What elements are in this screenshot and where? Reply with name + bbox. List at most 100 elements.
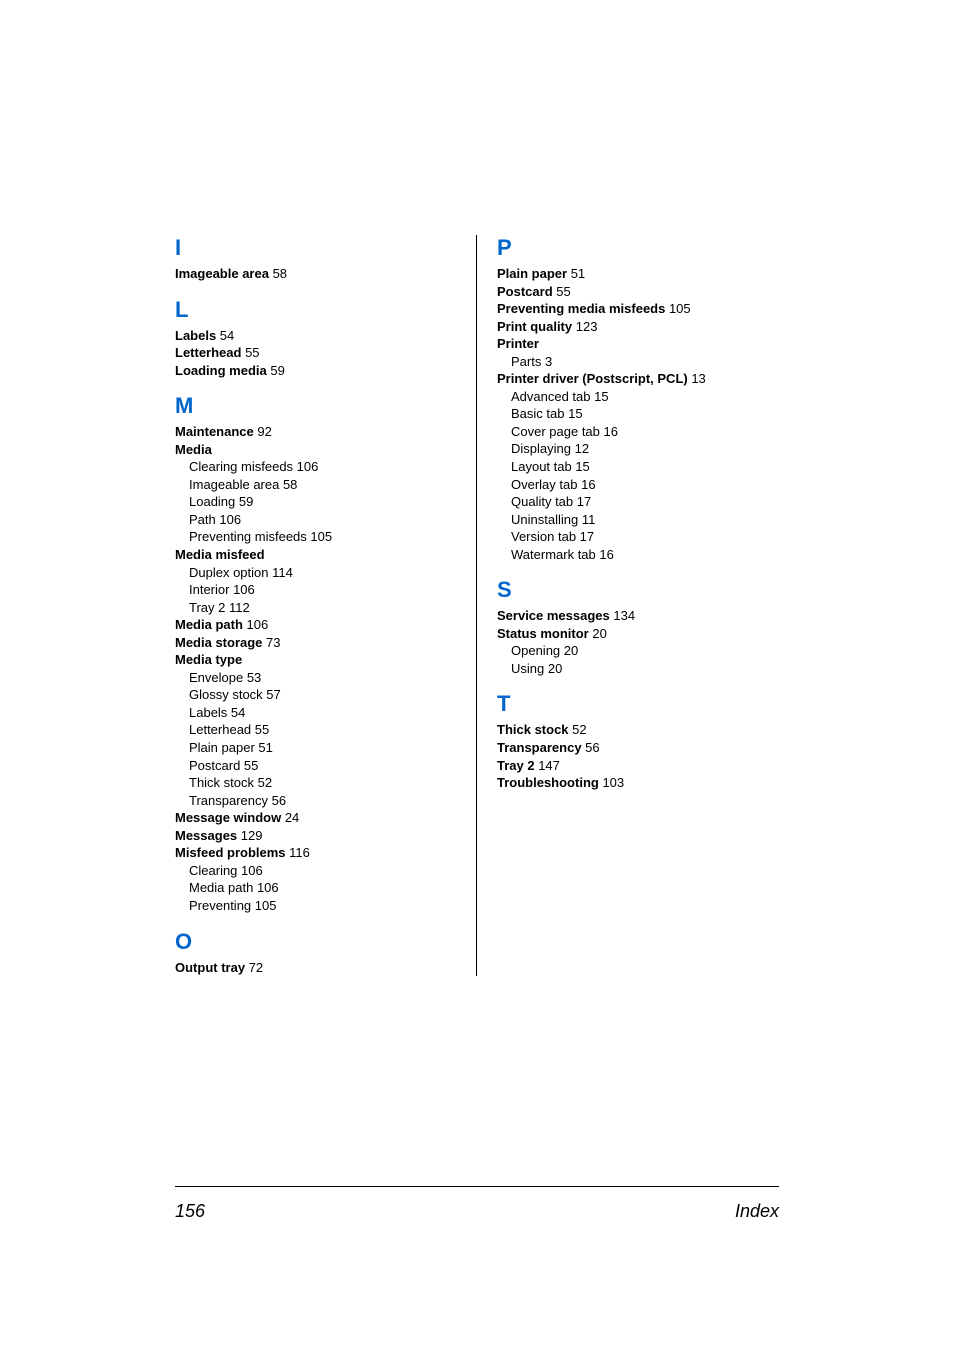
index-entry-term: Postcard [497,284,553,299]
index-entry: Tray 2 147 [497,757,779,775]
index-subentry-page: 51 [255,740,273,755]
index-subentry-term: Preventing [189,898,251,913]
page-label: Index [735,1201,779,1222]
index-subentry-page: 53 [243,670,261,685]
index-subentry: Interior 106 [175,581,456,599]
page-footer: 156 Index [175,1187,779,1222]
index-letter-t: T [497,691,779,717]
index-entry: Media misfeed [175,546,456,564]
index-subentry: Transparency 56 [175,792,456,810]
index-entry-page: 73 [262,635,280,650]
index-entry: Postcard 55 [497,283,779,301]
index-entry-page: 55 [553,284,571,299]
index-subentry-page: 20 [544,661,562,676]
index-subentry-page: 17 [573,494,591,509]
index-subentry-page: 57 [263,687,281,702]
index-entry-page: 103 [599,775,624,790]
index-subentry: Uninstalling 11 [497,511,779,529]
index-subentry: Version tab 17 [497,528,779,546]
index-entry-term: Troubleshooting [497,775,599,790]
index-entry: Printer driver (Postscript, PCL) 13 [497,370,779,388]
index-subentry-term: Loading [189,494,235,509]
index-entry: Message window 24 [175,809,456,827]
index-subentry: Basic tab 15 [497,405,779,423]
index-entry-page: 58 [269,266,287,281]
index-entry-page: 59 [267,363,285,378]
index-entry: Imageable area 58 [175,265,456,283]
index-entry-term: Message window [175,810,281,825]
index-subentry-term: Clearing [189,863,237,878]
index-subentry-term: Preventing misfeeds [189,529,307,544]
index-subentry: Using 20 [497,660,779,678]
index-subentry-page: 55 [240,758,258,773]
index-entry-page: 13 [688,371,706,386]
index-subentry: Watermark tab 16 [497,546,779,564]
index-subentry: Path 106 [175,511,456,529]
index-subentry-page: 106 [253,880,278,895]
index-letter-o: O [175,929,456,955]
index-subentry-term: Plain paper [189,740,255,755]
index-entry-term: Preventing media misfeeds [497,301,665,316]
index-entry: Status monitor 20 [497,625,779,643]
index-subentry-term: Imageable area [189,477,279,492]
index-entry-page: 129 [237,828,262,843]
index-entry: Transparency 56 [497,739,779,757]
index-subentry: Preventing 105 [175,897,456,915]
index-entry: Messages 129 [175,827,456,845]
index-column-left: IImageable area 58LLabels 54Letterhead 5… [175,235,477,976]
index-subentry-term: Advanced tab [511,389,591,404]
index-entry-term: Status monitor [497,626,589,641]
index-subentry-term: Interior [189,582,229,597]
index-subentry: Overlay tab 16 [497,476,779,494]
index-subentry: Clearing misfeeds 106 [175,458,456,476]
index-subentry: Letterhead 55 [175,721,456,739]
index-entry-term: Media path [175,617,243,632]
index-subentry-term: Labels [189,705,227,720]
index-letter-l: L [175,297,456,323]
index-subentry-term: Parts [511,354,541,369]
index-entry-term: Letterhead [175,345,241,360]
index-subentry-page: 15 [591,389,609,404]
index-entry: Media path 106 [175,616,456,634]
index-subentry: Loading 59 [175,493,456,511]
page-number: 156 [175,1201,205,1222]
index-entry: Media type [175,651,456,669]
index-subentry-term: Envelope [189,670,243,685]
index-subentry-term: Thick stock [189,775,254,790]
index-entry-term: Media storage [175,635,262,650]
index-subentry: Imageable area 58 [175,476,456,494]
index-entry-term: Misfeed problems [175,845,286,860]
index-subentry-page: 16 [577,477,595,492]
index-subentry-term: Clearing misfeeds [189,459,293,474]
index-subentry-term: Opening [511,643,560,658]
index-entry-term: Imageable area [175,266,269,281]
index-subentry-term: Transparency [189,793,268,808]
index-entry: Loading media 59 [175,362,456,380]
index-subentry-term: Postcard [189,758,240,773]
index-entry-term: Thick stock [497,722,569,737]
index-subentry-term: Watermark tab [511,547,596,562]
index-entry-term: Service messages [497,608,610,623]
index-subentry: Advanced tab 15 [497,388,779,406]
index-subentry-term: Basic tab [511,406,564,421]
index-subentry-term: Duplex option [189,565,269,580]
index-entry-page: 72 [245,960,263,975]
index-subentry-page: 52 [254,775,272,790]
index-subentry-page: 15 [564,406,582,421]
index-subentry: Duplex option 114 [175,564,456,582]
index-entry-page: 24 [281,810,299,825]
index-entry-term: Output tray [175,960,245,975]
index-subentry: Envelope 53 [175,669,456,687]
index-subentry-page: 56 [268,793,286,808]
index-subentry-page: 16 [600,424,618,439]
index-subentry-term: Quality tab [511,494,573,509]
index-entry-term: Transparency [497,740,582,755]
index-entry: Plain paper 51 [497,265,779,283]
index-letter-p: P [497,235,779,261]
index-subentry: Cover page tab 16 [497,423,779,441]
index-entry-term: Maintenance [175,424,254,439]
index-entry: Media storage 73 [175,634,456,652]
index-subentry: Quality tab 17 [497,493,779,511]
index-entry-page: 147 [535,758,560,773]
index-entry-term: Media type [175,652,242,667]
